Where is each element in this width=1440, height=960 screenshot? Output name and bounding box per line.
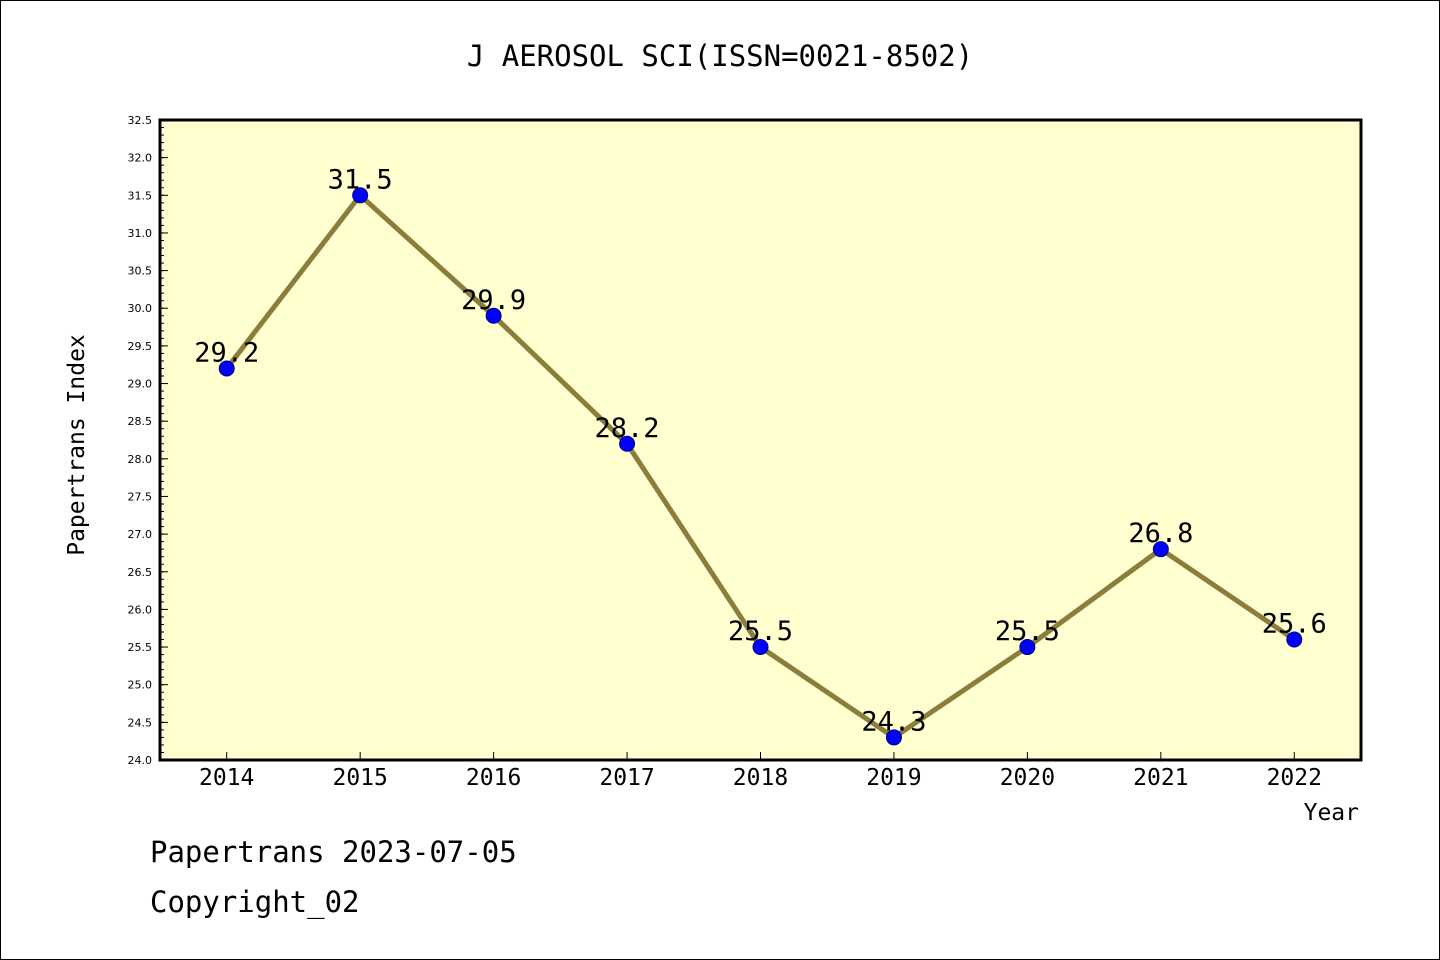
- y-tick-label: 31.5: [128, 189, 153, 202]
- x-tick-label: 2016: [466, 765, 521, 791]
- y-tick-label: 28.5: [128, 415, 153, 428]
- y-tick-label: 30.0: [128, 302, 153, 315]
- y-tick-label: 30.5: [128, 265, 153, 278]
- footer-copyright: Copyright_02: [150, 885, 360, 919]
- data-point: [1152, 541, 1169, 558]
- x-tick-label: 2019: [866, 765, 921, 791]
- data-label: 25.5: [728, 616, 793, 647]
- x-axis-label: Year: [1304, 800, 1359, 826]
- y-tick-label: 31.0: [128, 227, 153, 240]
- y-tick-label: 26.0: [128, 603, 153, 616]
- x-tick-label: 2014: [199, 765, 254, 791]
- y-tick-label: 25.5: [128, 641, 153, 654]
- y-tick-label: 32.0: [128, 152, 153, 165]
- y-tick-label: 26.5: [128, 566, 153, 579]
- data-label: 24.3: [861, 706, 926, 737]
- y-tick-label: 24.5: [128, 716, 153, 729]
- data-label: 28.2: [595, 413, 660, 444]
- x-tick-label: 2022: [1267, 765, 1322, 791]
- data-label: 29.2: [194, 337, 259, 368]
- data-point: [218, 360, 235, 377]
- data-label: 31.5: [328, 164, 393, 195]
- plot-area: [160, 120, 1361, 760]
- data-point: [1019, 639, 1036, 656]
- x-tick-label: 2021: [1133, 765, 1188, 791]
- data-point: [752, 639, 769, 656]
- footer-date: Papertrans 2023-07-05: [150, 835, 517, 869]
- x-tick-label: 2015: [332, 765, 387, 791]
- data-label: 26.8: [1128, 518, 1193, 549]
- y-tick-label: 29.0: [128, 378, 153, 391]
- y-tick-label: 27.5: [128, 490, 153, 503]
- data-point: [1286, 631, 1303, 648]
- y-tick-label: 29.5: [128, 340, 153, 353]
- y-tick-label: 25.0: [128, 679, 153, 692]
- data-point: [619, 435, 636, 452]
- x-tick-label: 2017: [599, 765, 654, 791]
- plot-border: [158, 118, 1363, 762]
- y-tick-label: 27.0: [128, 528, 153, 541]
- x-tick-label: 2020: [1000, 765, 1055, 791]
- data-label: 25.6: [1262, 609, 1327, 640]
- y-tick-label: 24.0: [128, 754, 153, 767]
- data-point: [352, 187, 369, 204]
- y-tick-label: 28.0: [128, 453, 153, 466]
- y-axis-label: Papertrans Index: [64, 334, 90, 556]
- data-point: [485, 307, 502, 324]
- y-tick-label: 32.5: [128, 114, 153, 127]
- data-label: 29.9: [461, 285, 526, 316]
- data-label: 25.5: [995, 616, 1060, 647]
- series-group: 29.2 31.5 29.9 28.2 25.5 24.3 25.5 26.8 25.6: [194, 164, 1327, 746]
- x-tick-label: 2018: [733, 765, 788, 791]
- chart-title: J AEROSOL SCI(ISSN=0021-8502): [467, 39, 973, 73]
- x-axis: 2014 2015 2016 2017 2018 2019 2020 2021 2022: [199, 752, 1322, 791]
- data-point: [885, 729, 902, 746]
